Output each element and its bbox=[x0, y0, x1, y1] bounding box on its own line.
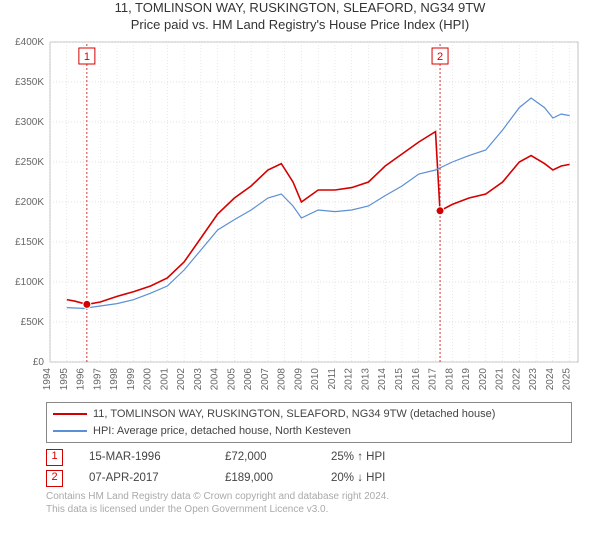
sale-date: 07-APR-2017 bbox=[89, 468, 199, 489]
legend-label: 11, TOMLINSON WAY, RUSKINGTON, SLEAFORD,… bbox=[93, 406, 495, 423]
sale-row: 2 07-APR-2017 £189,000 20% ↓ HPI bbox=[46, 468, 572, 489]
svg-text:2010: 2010 bbox=[310, 368, 321, 391]
svg-text:2023: 2023 bbox=[528, 368, 539, 391]
svg-text:£200K: £200K bbox=[15, 197, 44, 208]
legend-label: HPI: Average price, detached house, Nort… bbox=[93, 423, 351, 440]
svg-text:2013: 2013 bbox=[360, 368, 371, 391]
svg-text:2015: 2015 bbox=[394, 368, 405, 391]
svg-text:2000: 2000 bbox=[143, 368, 154, 391]
svg-text:£400K: £400K bbox=[15, 37, 44, 48]
chart-legend: 11, TOMLINSON WAY, RUSKINGTON, SLEAFORD,… bbox=[46, 402, 572, 443]
svg-text:2004: 2004 bbox=[210, 368, 221, 391]
svg-text:2: 2 bbox=[437, 51, 443, 63]
legend-swatch bbox=[53, 413, 87, 415]
sale-date: 15-MAR-1996 bbox=[89, 447, 199, 468]
svg-text:2005: 2005 bbox=[226, 368, 237, 391]
svg-text:£150K: £150K bbox=[15, 237, 44, 248]
svg-text:2016: 2016 bbox=[411, 368, 422, 391]
svg-text:1998: 1998 bbox=[109, 368, 120, 391]
svg-text:2007: 2007 bbox=[260, 368, 271, 391]
svg-text:2001: 2001 bbox=[159, 368, 170, 391]
svg-text:2020: 2020 bbox=[478, 368, 489, 391]
legend-swatch bbox=[53, 430, 87, 432]
page-title: 11, TOMLINSON WAY, RUSKINGTON, SLEAFORD,… bbox=[0, 0, 600, 15]
footnote-line: Contains HM Land Registry data © Crown c… bbox=[46, 490, 572, 503]
svg-text:1999: 1999 bbox=[126, 368, 137, 391]
svg-text:2018: 2018 bbox=[444, 368, 455, 391]
sale-diff: 25% ↑ HPI bbox=[331, 447, 431, 468]
svg-text:2025: 2025 bbox=[562, 368, 573, 391]
svg-text:£100K: £100K bbox=[15, 277, 44, 288]
svg-text:2011: 2011 bbox=[327, 368, 338, 390]
svg-text:2008: 2008 bbox=[277, 368, 288, 391]
svg-text:2014: 2014 bbox=[377, 368, 388, 391]
svg-text:2024: 2024 bbox=[545, 368, 556, 391]
svg-text:1: 1 bbox=[84, 51, 90, 63]
sale-price: £189,000 bbox=[225, 468, 305, 489]
sale-diff: 20% ↓ HPI bbox=[331, 468, 431, 489]
sale-index-box: 1 bbox=[46, 449, 63, 466]
svg-text:1995: 1995 bbox=[59, 368, 70, 391]
svg-text:£300K: £300K bbox=[15, 117, 44, 128]
svg-text:£350K: £350K bbox=[15, 77, 44, 88]
sale-price: £72,000 bbox=[225, 447, 305, 468]
legend-row: 11, TOMLINSON WAY, RUSKINGTON, SLEAFORD,… bbox=[53, 406, 565, 423]
price-chart: £0 £50K £100K £150K £200K £250K £300K £350K £400… bbox=[4, 36, 592, 396]
page-subtitle: Price paid vs. HM Land Registry's House … bbox=[0, 17, 600, 32]
svg-text:2009: 2009 bbox=[293, 368, 304, 391]
svg-text:2019: 2019 bbox=[461, 368, 472, 391]
footnote-line: This data is licensed under the Open Gov… bbox=[46, 503, 572, 516]
svg-text:2006: 2006 bbox=[243, 368, 254, 391]
svg-text:2003: 2003 bbox=[193, 368, 204, 391]
sale-row: 1 15-MAR-1996 £72,000 25% ↑ HPI bbox=[46, 447, 572, 468]
svg-text:1997: 1997 bbox=[92, 368, 103, 391]
svg-text:2002: 2002 bbox=[176, 368, 187, 391]
svg-text:£50K: £50K bbox=[21, 317, 45, 328]
footnote: Contains HM Land Registry data © Crown c… bbox=[46, 490, 572, 516]
svg-text:2012: 2012 bbox=[344, 368, 355, 391]
svg-text:2022: 2022 bbox=[511, 368, 522, 391]
svg-text:2017: 2017 bbox=[428, 368, 439, 391]
svg-text:2021: 2021 bbox=[495, 368, 506, 391]
sale-index-box: 2 bbox=[46, 470, 63, 487]
sales-table: 1 15-MAR-1996 £72,000 25% ↑ HPI 2 07-APR-2017… bbox=[46, 447, 572, 488]
svg-text:1996: 1996 bbox=[76, 368, 87, 391]
svg-text:1994: 1994 bbox=[42, 368, 53, 391]
svg-text:£250K: £250K bbox=[15, 157, 44, 168]
svg-text:£0: £0 bbox=[33, 357, 45, 368]
legend-row: HPI: Average price, detached house, Nort… bbox=[53, 423, 565, 440]
